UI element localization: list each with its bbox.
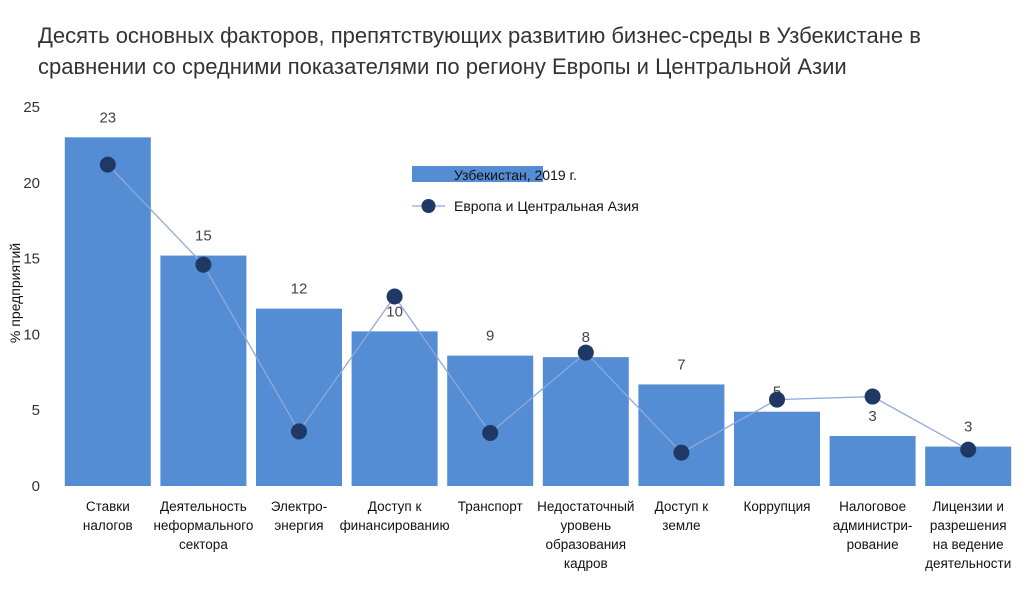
x-tick-label: Ставки налогов (83, 499, 133, 533)
bar-data-label: 9 (486, 328, 494, 345)
y-tick-label: 20 (23, 175, 40, 192)
bar-data-label: 15 (195, 228, 212, 245)
bar-data-label: 7 (677, 356, 685, 373)
legend-swatch-bar (412, 166, 543, 182)
legend-marker (421, 199, 436, 213)
y-tick-label: 10 (23, 326, 40, 343)
x-tick-label: Транспорт (458, 499, 523, 514)
legend-label-bar: Узбекистан, 2019 г. (454, 167, 577, 183)
line-point (291, 423, 307, 440)
line-point (386, 288, 403, 305)
x-tick-label: Доступ к финансированию (340, 499, 450, 533)
bar (638, 384, 725, 486)
line-point (769, 391, 785, 408)
bar (829, 435, 916, 486)
line-point (482, 424, 499, 441)
x-tick-label: Доступ к земле (655, 499, 709, 533)
x-tick-label: Налоговое администри-рование (833, 499, 913, 552)
bar (256, 308, 342, 486)
bar-series (64, 137, 1012, 486)
bar (351, 331, 438, 486)
x-axis-labels: Ставки налогов Деятельность неформального се… (83, 499, 1011, 571)
bar-data-labels: 23151210987533 (99, 109, 972, 435)
y-tick-label: 15 (23, 251, 40, 268)
line-point (864, 388, 881, 405)
y-axis-label: % предприятий (7, 243, 23, 343)
bar (64, 137, 151, 486)
y-axis: 0 5 10 15 20 25 (23, 99, 40, 495)
y-tick-label: 0 (32, 478, 40, 495)
bar-data-label: 12 (291, 281, 308, 298)
legend-label-line: Европа и Центральная Азия (454, 198, 639, 214)
bar (542, 357, 629, 486)
bar (447, 355, 534, 486)
line-point (960, 441, 977, 458)
bar-data-label: 23 (99, 109, 116, 126)
line-series (99, 156, 977, 461)
x-tick-label: Лицензии и разрешения на ведение деятельнос… (925, 499, 1011, 571)
bar (734, 411, 820, 486)
legend: Узбекистан, 2019 г. Европа и Центральная… (412, 166, 639, 214)
line-path (107, 164, 969, 454)
bar (160, 255, 247, 486)
line-point (99, 156, 116, 173)
chart-title: Десять основных факторов, препятствующих… (38, 23, 921, 79)
line-point (577, 344, 594, 361)
bar-data-label: 10 (386, 303, 403, 320)
x-tick-label: Недостаточный уровень образования кадров (537, 499, 634, 571)
y-tick-label: 5 (32, 402, 40, 419)
bar-data-label: 8 (582, 329, 590, 346)
x-tick-label: Деятельность неформального сектора (153, 499, 253, 552)
bar-data-label: 3 (868, 408, 876, 425)
line-point (673, 444, 690, 461)
y-tick-label: 25 (23, 99, 40, 116)
bar-data-label: 3 (964, 419, 972, 436)
x-tick-label: Электро-энергия (271, 499, 327, 533)
line-point (195, 256, 212, 273)
x-tick-label: Коррупция (744, 499, 811, 514)
